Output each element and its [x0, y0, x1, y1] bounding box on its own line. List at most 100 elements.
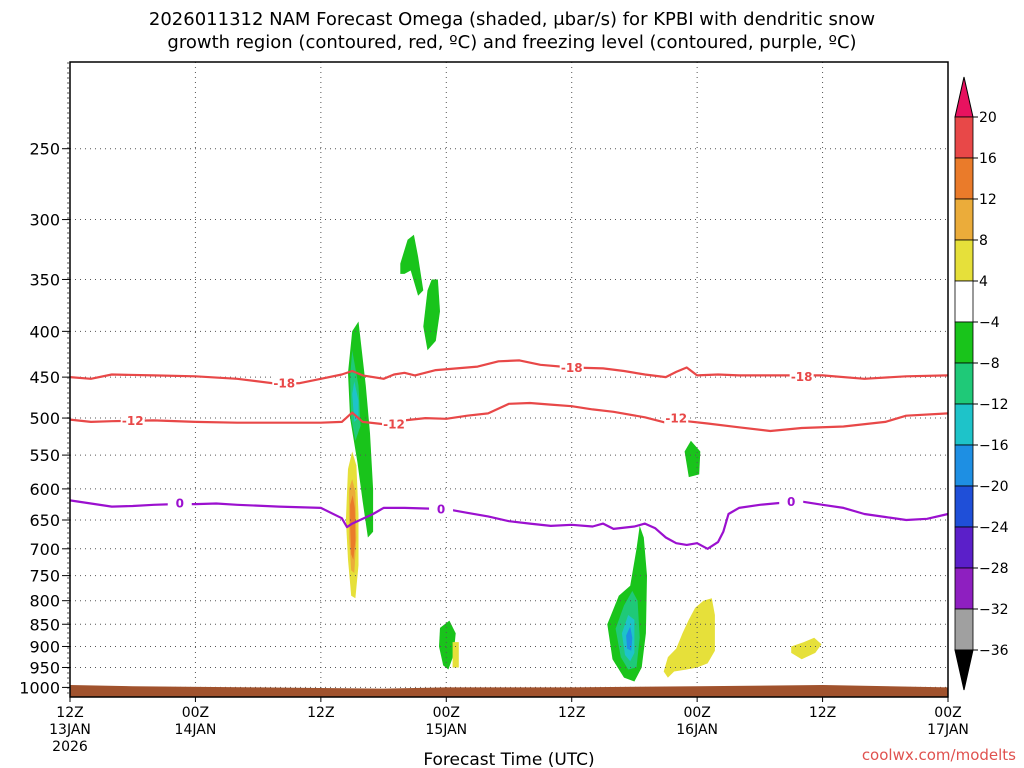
colorbar-label-9: −20	[979, 479, 1009, 495]
chart-title-line2: growth region (contoured, red, ºC) and f…	[167, 32, 856, 53]
y-tick-label-600: 600	[29, 480, 60, 499]
isotherm-0	[69, 499, 949, 550]
x-tick-label-12-1: 14JAN	[175, 722, 217, 738]
y-tick-label-750: 750	[29, 567, 60, 586]
x-tick-label-48-0: 12Z	[558, 705, 585, 721]
colorbar-label-10: −24	[979, 520, 1009, 536]
colorbar-swatch-0	[954, 116, 974, 159]
colorbar-label-3: 8	[979, 233, 988, 249]
colorbar-label-7: −12	[979, 397, 1009, 413]
isotherm-label--12-0: -12	[122, 414, 144, 428]
colorbar-swatch-8	[954, 444, 974, 487]
colorbar-swatch-12	[954, 608, 974, 651]
chart-title-line1: 2026011312 NAM Forecast Omega (shaded, μ…	[149, 9, 875, 30]
credit-text: coolwx.com/modelts	[862, 746, 1016, 764]
x-tick-label-36-1: 15JAN	[425, 722, 467, 738]
x-tick-label-60-1: 16JAN	[676, 722, 718, 738]
isotherm-label-bg-0-1	[559, 360, 584, 375]
y-tick-label-800: 800	[29, 592, 60, 611]
y-tick-label-1000: 1000	[19, 678, 60, 697]
ground-terrain	[70, 685, 948, 697]
colorbar-swatch-5	[954, 321, 974, 364]
isotherm-label--18-0: -18	[273, 377, 295, 391]
colorbar-label-11: −28	[979, 561, 1009, 577]
colorbar-label-4: 4	[979, 274, 988, 290]
omega-region-8	[684, 440, 701, 478]
colorbar-swatch-2	[954, 198, 974, 241]
terrain-band	[70, 685, 948, 697]
y-tick-label-700: 700	[29, 540, 60, 559]
y-tick-label-850: 850	[29, 615, 60, 634]
y-tick-label-350: 350	[29, 270, 60, 289]
isotherm-label--18-2: -18	[791, 370, 813, 384]
y-tick-label-250: 250	[29, 140, 60, 159]
colorbar-top-arrow	[954, 76, 974, 118]
colorbar-label-13: −36	[979, 643, 1009, 659]
colorbar-label-5: −4	[979, 315, 1000, 331]
x-tick-label-36-0: 00Z	[433, 705, 460, 721]
y-tick-label-900: 900	[29, 637, 60, 656]
isotherm-label--12-1: -12	[383, 418, 405, 432]
omega-region-5	[350, 495, 356, 560]
isotherm-label-bg-2-2	[779, 494, 804, 509]
colorbar-swatch-9	[954, 485, 974, 528]
isotherm--18	[69, 359, 949, 386]
colorbar-label-8: −16	[979, 438, 1009, 454]
omega-shading	[345, 234, 822, 682]
isotherm-label-0-2: 0	[787, 495, 795, 509]
y-tick-label-950: 950	[29, 658, 60, 677]
isotherm-contours: -18 -18 -18 -12 -12 -12 0 0 0	[69, 359, 949, 550]
omega-region-16	[791, 637, 822, 660]
x-tick-label-60-0: 00Z	[683, 705, 710, 721]
colorbar-swatch-3	[954, 239, 974, 282]
x-tick-label-0-2: 2026	[52, 739, 88, 755]
omega-region-15	[663, 598, 715, 678]
x-axis-label: Forecast Time (UTC)	[423, 750, 594, 768]
colorbar-swatch-11	[954, 567, 974, 610]
x-tick-label-84-1: 17JAN	[927, 722, 969, 738]
isotherm-label--12-2: -12	[665, 412, 687, 426]
x-tick-label-0-1: 13JAN	[49, 722, 91, 738]
colorbar-label-2: 12	[979, 192, 997, 208]
colorbar-swatch-7	[954, 403, 974, 446]
isotherm-label-0-1: 0	[437, 503, 445, 517]
omega-region-2	[352, 381, 359, 422]
isotherm-label-bg-1-1	[382, 417, 407, 432]
isotherm-label-bg-2-1	[429, 502, 454, 517]
colorbar-swatch-10	[954, 526, 974, 569]
colorbar-label-1: 16	[979, 151, 997, 167]
y-tick-label-500: 500	[29, 409, 60, 428]
isotherm-label--18-1: -18	[561, 361, 583, 375]
isotherm-label-bg-0-2	[789, 369, 814, 384]
y-tick-label-450: 450	[29, 368, 60, 387]
colorbar-swatch-1	[954, 157, 974, 200]
isotherm-label-0-0: 0	[176, 496, 184, 510]
grid-lines	[67, 62, 948, 697]
colorbar-bottom-arrow	[954, 649, 974, 691]
x-tick-label-0-0: 12Z	[56, 705, 83, 721]
omega-region-13	[439, 620, 456, 670]
isotherm-label-bg-1-0	[120, 413, 145, 428]
colorbar-label-12: −32	[979, 602, 1009, 618]
isotherm-label-bg-2-0	[167, 495, 192, 510]
isotherm-label-bg-0-0	[272, 376, 297, 391]
pressure-axis: 250 300 350 400 450 500 550 600 650 700 750 800 850 9…	[19, 140, 70, 697]
y-tick-label-650: 650	[29, 511, 60, 530]
x-tick-label-12-0: 00Z	[182, 705, 209, 721]
x-tick-label-84-0: 00Z	[934, 705, 961, 721]
omega-region-14	[452, 642, 459, 668]
colorbar-swatch-6	[954, 362, 974, 405]
y-tick-label-400: 400	[29, 322, 60, 341]
y-tick-label-550: 550	[29, 446, 60, 465]
x-tick-label-24-0: 12Z	[307, 705, 334, 721]
colorbar-label-0: 20	[979, 110, 997, 126]
colorbar-label-6: −8	[979, 356, 1000, 372]
omega-colorbar: 20 16 12 8 4 −4 −8 −12 −16 −20 −24 −28 −32 −36	[954, 76, 1009, 691]
omega-region-6	[400, 234, 424, 296]
plot-frame	[69, 61, 949, 698]
isotherm--12	[69, 401, 949, 433]
y-tick-label-300: 300	[29, 211, 60, 230]
omega-region-12	[626, 626, 633, 651]
